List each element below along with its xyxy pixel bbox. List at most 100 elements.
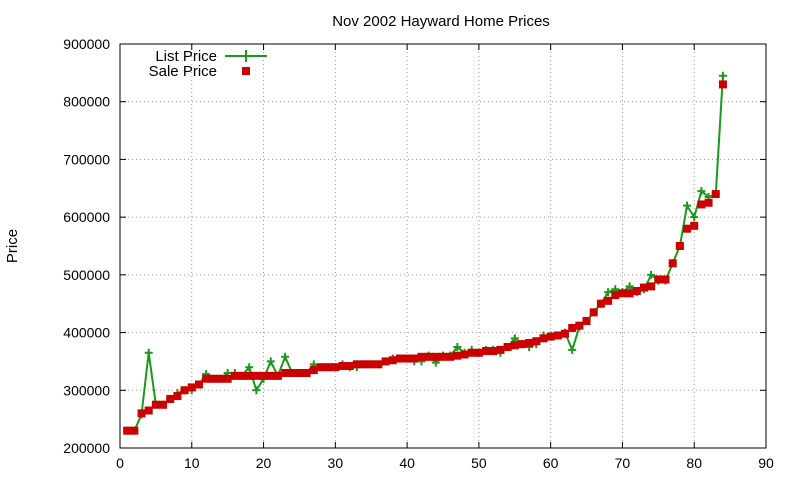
sale-price-point xyxy=(489,347,498,356)
y-tick-label: 900000 xyxy=(63,36,110,52)
list-price-point xyxy=(252,386,261,395)
list-price-point xyxy=(510,334,519,343)
sale-price-point xyxy=(417,352,426,361)
x-tick-label: 10 xyxy=(184,455,200,471)
sale-price-point xyxy=(589,308,598,317)
sale-price-point xyxy=(166,394,175,403)
x-tick-label: 20 xyxy=(256,455,272,471)
sale-price-point xyxy=(439,352,447,361)
list-price-point xyxy=(281,352,290,361)
sale-price-point xyxy=(288,368,297,377)
x-tick-label: 80 xyxy=(686,455,702,471)
x-tick-label: 70 xyxy=(615,455,631,471)
sale-price-point xyxy=(151,400,160,409)
sale-price-point xyxy=(194,380,203,389)
sale-price-point xyxy=(130,426,139,435)
sale-price-point xyxy=(223,374,232,383)
sale-price-point xyxy=(245,371,254,380)
legend-marker-sale-price xyxy=(242,67,250,75)
sale-price-point xyxy=(123,426,132,435)
sale-price-point xyxy=(302,368,311,377)
list-price-point xyxy=(453,343,462,351)
sale-price-point xyxy=(352,360,361,369)
sale-price-point xyxy=(281,368,290,377)
list-price-point xyxy=(568,345,577,354)
x-tick-label: 40 xyxy=(399,455,415,471)
sale-price-point xyxy=(144,406,153,415)
sale-price-point xyxy=(553,331,562,340)
sale-price-point xyxy=(453,351,462,360)
sale-price-point xyxy=(159,400,168,409)
sale-price-point xyxy=(546,332,555,341)
list-price-point xyxy=(718,71,727,80)
sale-price-point xyxy=(539,334,548,343)
sale-price-point xyxy=(273,371,282,380)
sale-price-point xyxy=(202,374,211,383)
sale-price-point xyxy=(661,275,670,284)
sale-price-point xyxy=(410,354,419,363)
sale-price-point xyxy=(431,352,440,361)
list-price-point xyxy=(245,363,254,372)
sale-price-point xyxy=(374,360,383,369)
sale-price-point xyxy=(403,354,412,363)
y-axis-label: Price xyxy=(4,229,21,263)
list-price-point xyxy=(683,201,692,210)
sale-price-point xyxy=(704,198,713,207)
sale-price-point xyxy=(266,371,275,380)
sale-price-point xyxy=(561,329,570,338)
sale-price-point xyxy=(503,343,512,351)
sale-price-point xyxy=(187,383,196,392)
x-tick-label: 50 xyxy=(471,455,487,471)
sale-price-point xyxy=(381,357,390,366)
y-tick-label: 400000 xyxy=(63,325,110,341)
list-price-point xyxy=(625,282,634,291)
sale-price-point xyxy=(331,363,340,372)
sale-price-point xyxy=(482,347,491,356)
sale-price-point xyxy=(446,352,455,361)
y-tick-label: 200000 xyxy=(63,440,110,456)
y-tick-label: 600000 xyxy=(63,209,110,225)
sale-price-point xyxy=(675,242,684,250)
x-tick-label: 0 xyxy=(116,455,124,471)
sale-price-point xyxy=(690,221,699,230)
sale-price-point xyxy=(467,348,476,357)
sale-price-point xyxy=(388,356,397,365)
sale-price-point xyxy=(510,341,519,350)
y-tick-label: 700000 xyxy=(63,151,110,167)
list-price-point xyxy=(697,187,706,196)
sale-price-point xyxy=(632,287,641,296)
sale-price-point xyxy=(604,296,613,305)
list-price-point xyxy=(144,348,153,357)
list-price-point xyxy=(690,213,699,222)
sale-price-point xyxy=(238,371,247,380)
legend: List Price Sale Price xyxy=(149,48,267,80)
series-layer xyxy=(123,71,727,435)
sale-price-point xyxy=(367,360,376,369)
sale-price-point xyxy=(697,200,706,209)
y-tick-label: 800000 xyxy=(63,94,110,110)
sale-price-point xyxy=(611,291,620,300)
sale-price-point xyxy=(718,80,727,89)
axis-ticks: 0 10 20 30 40 50 60 70 80 90 200000 300000 400000 500… xyxy=(63,36,774,471)
sale-price-point xyxy=(683,224,692,233)
sale-price-point xyxy=(209,374,218,383)
sale-price-point xyxy=(216,374,225,383)
sale-price-point xyxy=(324,363,333,372)
sale-price-point xyxy=(295,368,304,377)
sale-price-point xyxy=(525,338,534,347)
list-price-point xyxy=(604,288,613,297)
sale-price-point xyxy=(474,348,483,357)
sale-price-point xyxy=(654,275,663,284)
sale-price-point xyxy=(625,289,634,298)
sale-price-point xyxy=(252,371,261,380)
sale-price-point xyxy=(517,340,526,349)
list-price-point xyxy=(266,357,275,366)
sale-price-point xyxy=(639,283,648,292)
sale-price-point xyxy=(575,321,584,330)
y-tick-label: 300000 xyxy=(63,382,110,398)
legend-label-sale-price: Sale Price xyxy=(149,63,217,80)
legend-marker-list-price xyxy=(240,50,252,62)
sale-price-point xyxy=(345,362,354,371)
